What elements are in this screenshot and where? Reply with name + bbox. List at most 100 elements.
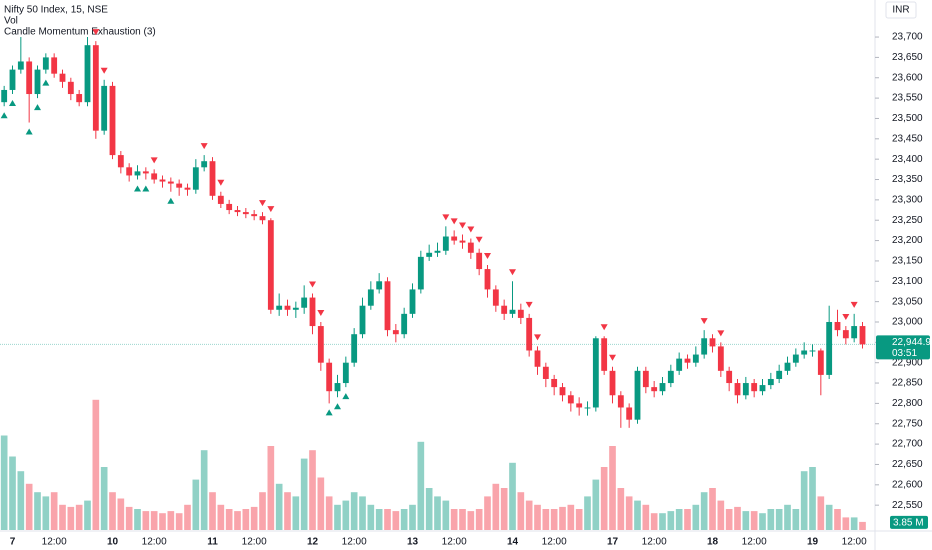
currency-button[interactable] — [885, 1, 917, 19]
bullish-signal — [42, 79, 50, 86]
volume-bar — [642, 504, 650, 530]
volume-bar — [109, 492, 116, 530]
bearish-signal — [450, 218, 458, 225]
candle-body — [484, 269, 491, 290]
volume-bar — [159, 513, 166, 530]
volume-bar — [492, 483, 500, 530]
candle-body — [234, 210, 241, 213]
volume-bar — [267, 446, 275, 530]
y-tick-label: 22,850 — [892, 378, 923, 389]
volume-bar — [817, 496, 825, 530]
indicator-label: Vol — [4, 16, 18, 27]
candle-body — [792, 354, 799, 363]
volume-bar — [359, 496, 366, 530]
candle-body — [426, 252, 433, 257]
x-tick-label: 19 — [807, 537, 819, 548]
candle-body — [17, 61, 24, 70]
bearish-signal — [609, 354, 616, 361]
y-tick-label: 22,900 — [892, 357, 923, 368]
volume-bar — [800, 471, 808, 530]
candle-body — [259, 216, 266, 221]
currency-label[interactable]: INR — [892, 5, 909, 16]
candle-body — [417, 256, 424, 290]
candle-body — [717, 346, 724, 371]
y-tick-label: 23,700 — [892, 32, 923, 43]
candle-body — [242, 212, 249, 215]
candle-body — [767, 378, 774, 386]
volume-bar — [284, 492, 291, 530]
volume-bar — [725, 509, 733, 530]
candle-body — [626, 407, 633, 420]
volume-bar — [234, 511, 241, 530]
candle-body — [101, 85, 108, 131]
volume-bar — [484, 496, 491, 530]
volume-bar — [534, 504, 541, 530]
x-tick-label: 12 — [307, 537, 319, 548]
bearish-signal — [100, 67, 108, 74]
volume-bar — [375, 509, 383, 530]
volume-bar — [209, 492, 216, 530]
candle-body — [517, 309, 524, 318]
volume-bar — [459, 509, 466, 530]
bearish-signal — [92, 29, 100, 36]
volume-bar — [217, 504, 225, 530]
bullish-signal — [25, 128, 33, 135]
candle-body — [451, 236, 458, 241]
bullish-signal — [167, 197, 175, 204]
volume-bar — [409, 504, 416, 530]
candle-body — [167, 181, 174, 184]
x-tick-label: 12:00 — [142, 537, 167, 548]
candle-body — [584, 407, 591, 409]
bearish-signal — [717, 330, 725, 337]
y-tick-label: 23,300 — [892, 195, 923, 206]
x-tick-label: 17 — [607, 537, 619, 548]
x-tick-label: 12:00 — [542, 537, 567, 548]
x-tick-label: 12:00 — [342, 537, 367, 548]
volume-bar — [734, 506, 741, 530]
volume-bar — [0, 435, 8, 530]
volume-bar — [300, 458, 308, 530]
volume-bar — [742, 511, 750, 530]
volume-bar — [225, 509, 233, 530]
volume-bar — [584, 496, 591, 530]
volume-bar — [684, 509, 691, 530]
candle-body — [592, 338, 599, 408]
candle-body — [367, 289, 374, 306]
candle-body — [726, 370, 733, 384]
volume-bar — [692, 504, 700, 530]
candle-body — [284, 305, 291, 310]
bearish-signal — [509, 269, 516, 276]
volume-bar — [442, 500, 450, 530]
volume-bar — [600, 467, 608, 530]
bullish-signal — [34, 104, 41, 111]
volume-bar — [859, 521, 866, 530]
volume-bar — [784, 504, 791, 530]
candle-body — [84, 45, 91, 103]
candle-body — [651, 387, 658, 392]
candle-body — [109, 85, 116, 156]
volume-bar — [384, 509, 391, 530]
bullish-signal — [325, 409, 333, 416]
volume-bar — [392, 511, 400, 530]
candle-body — [834, 321, 841, 331]
candle-body — [817, 350, 824, 375]
bearish-signal — [850, 301, 858, 308]
volume-bar — [575, 509, 583, 530]
candle-body — [359, 305, 366, 335]
candle-body — [42, 57, 49, 70]
x-tick-label: 12:00 — [642, 537, 667, 548]
volume-bar — [559, 506, 566, 530]
volume-bar — [667, 511, 675, 530]
candle-body — [567, 395, 574, 404]
candle-body — [826, 321, 833, 375]
volume-bar — [92, 399, 100, 530]
candle-body — [376, 281, 383, 290]
candle-body — [776, 370, 783, 379]
y-tick-label: 23,450 — [892, 133, 923, 144]
candle-body — [142, 171, 149, 174]
candle-body — [476, 252, 483, 270]
volume-bar — [809, 467, 816, 530]
x-tick-label: 12:00 — [842, 537, 867, 548]
volume-bar — [17, 471, 25, 530]
x-tick-label: 18 — [707, 537, 719, 548]
